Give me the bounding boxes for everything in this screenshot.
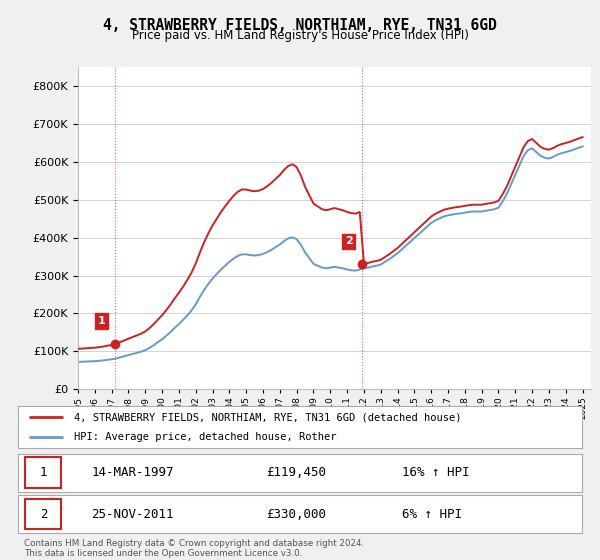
Text: £330,000: £330,000 <box>266 507 326 521</box>
Text: 16% ↑ HPI: 16% ↑ HPI <box>401 466 469 479</box>
Bar <box>25 458 61 488</box>
Text: Contains HM Land Registry data © Crown copyright and database right 2024.
This d: Contains HM Land Registry data © Crown c… <box>24 539 364 558</box>
Text: 6% ↑ HPI: 6% ↑ HPI <box>401 507 461 521</box>
Bar <box>25 499 61 529</box>
Text: 4, STRAWBERRY FIELDS, NORTHIAM, RYE, TN31 6GD: 4, STRAWBERRY FIELDS, NORTHIAM, RYE, TN3… <box>103 18 497 33</box>
Text: 2: 2 <box>345 236 353 246</box>
Text: 25-NOV-2011: 25-NOV-2011 <box>91 507 174 521</box>
Text: £119,450: £119,450 <box>266 466 326 479</box>
Text: 2: 2 <box>40 507 47 521</box>
Text: HPI: Average price, detached house, Rother: HPI: Average price, detached house, Roth… <box>74 432 337 442</box>
Text: 1: 1 <box>40 466 47 479</box>
Text: 1: 1 <box>98 316 106 326</box>
Text: Price paid vs. HM Land Registry's House Price Index (HPI): Price paid vs. HM Land Registry's House … <box>131 29 469 42</box>
Text: 4, STRAWBERRY FIELDS, NORTHIAM, RYE, TN31 6GD (detached house): 4, STRAWBERRY FIELDS, NORTHIAM, RYE, TN3… <box>74 412 462 422</box>
Text: 14-MAR-1997: 14-MAR-1997 <box>91 466 174 479</box>
